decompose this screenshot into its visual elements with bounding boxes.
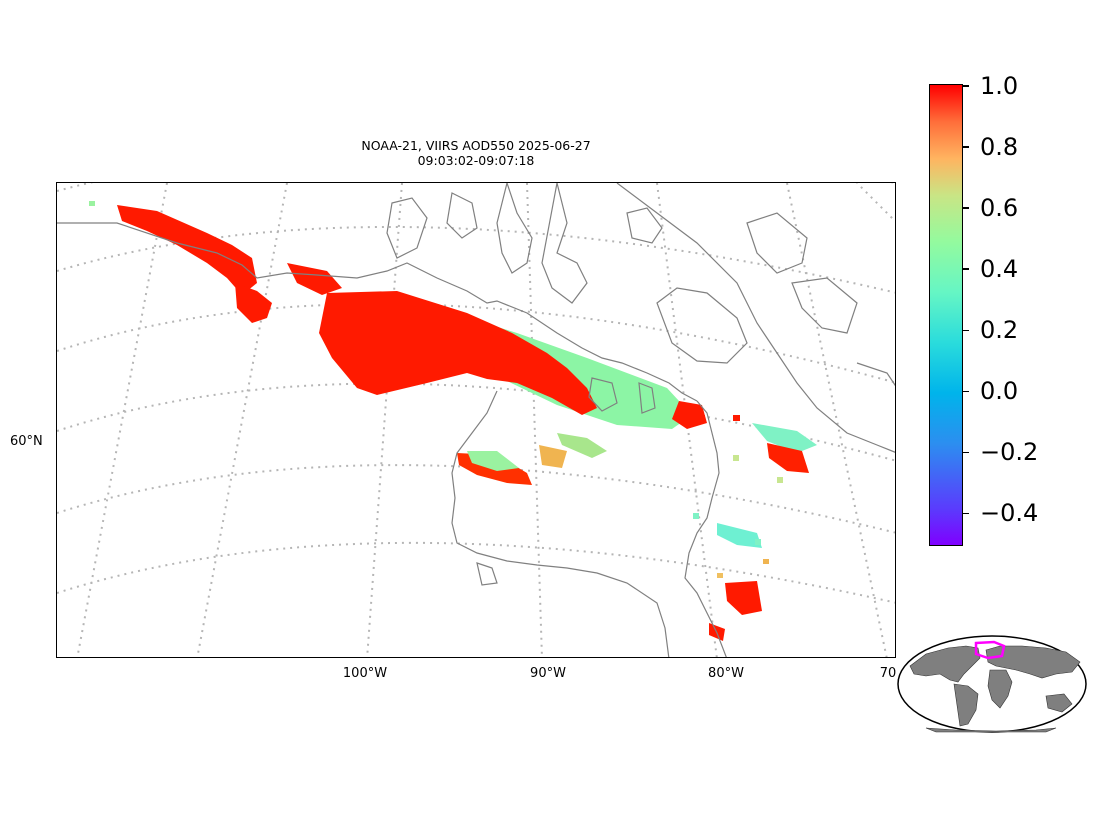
lon-label-80w: 80°W — [708, 666, 744, 681]
lat-label-60n: 60°N — [10, 434, 43, 449]
aod-patch-mid — [557, 433, 607, 458]
aod-pixel — [89, 201, 95, 206]
aod-map — [57, 183, 895, 657]
aod-pixel — [777, 477, 783, 483]
colorbar-tick-mark — [963, 329, 969, 332]
colorbar-tick-label: 0.0 — [980, 377, 1019, 406]
aod-pixel — [697, 415, 705, 421]
aod-pixel — [693, 513, 699, 519]
aod-patch-red-south — [725, 581, 762, 615]
lon-label-90w: 90°W — [530, 666, 566, 681]
colorbar-tick-mark — [963, 85, 969, 87]
aod-plume-red-east — [672, 401, 707, 429]
colorbar-tick-label: 0.4 — [980, 255, 1019, 284]
lon-label-100w: 100°W — [342, 666, 388, 681]
colorbar-tick-mark — [963, 390, 969, 393]
aod-pixel — [733, 455, 739, 461]
colorbar-tick-label: −0.2 — [980, 438, 1039, 467]
colorbar-tick-mark — [963, 146, 969, 148]
aod-pixel — [763, 559, 769, 564]
colorbar — [929, 84, 963, 546]
colorbar-tick-label: −0.4 — [980, 499, 1039, 528]
colorbar-tick-label: 0.2 — [980, 316, 1019, 345]
aod-pixel — [733, 415, 740, 421]
colorbar-tick-mark — [963, 207, 969, 209]
title-line-1: NOAA-21, VIIRS AOD550 2025-06-27 — [361, 138, 591, 153]
colorbar-tick-mark — [963, 451, 969, 454]
aod-plume-red-north — [235, 283, 272, 323]
colorbar-tick-label: 0.8 — [980, 133, 1019, 162]
aod-swath — [89, 201, 817, 641]
aod-patch-mid-orange — [539, 445, 567, 468]
inset-land — [909, 645, 1081, 733]
colorbar-tick-mark — [963, 268, 969, 270]
inset-highlight — [974, 640, 1006, 660]
lon-label-70w: 70 — [879, 666, 897, 681]
aod-plume-red-west — [117, 205, 257, 295]
aod-pixel — [717, 573, 723, 578]
aod-patch-east-red — [767, 443, 809, 473]
title-line-2: 09:03:02-09:07:18 — [417, 153, 535, 168]
coastlines — [57, 183, 895, 657]
inset-globe — [897, 635, 1087, 733]
aod-patch-cyan — [717, 523, 762, 548]
aod-patch-lake-green — [467, 451, 519, 471]
map-panel[interactable] — [56, 182, 896, 658]
map-title: NOAA-21, VIIRS AOD550 2025-06-27 09:03:0… — [300, 138, 652, 168]
aod-plume-red-main — [319, 291, 597, 415]
colorbar-tick-label: 1.0 — [980, 72, 1019, 100]
aod-plume-red-small — [287, 263, 342, 295]
colorbar-tick-mark — [963, 512, 969, 515]
aod-pixel — [755, 539, 761, 545]
aod-patch-east — [752, 423, 817, 453]
colorbar-tick-label: 0.6 — [980, 194, 1019, 223]
